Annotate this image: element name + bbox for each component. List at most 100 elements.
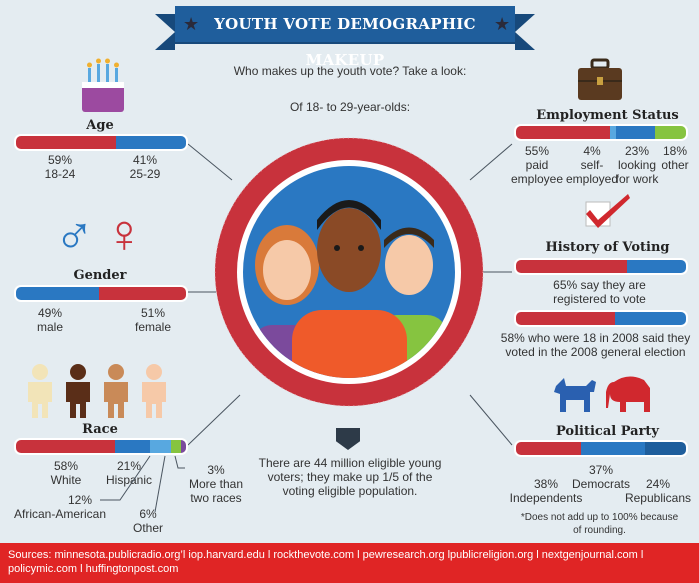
center-text-1: There are 44 million eligible young bbox=[258, 456, 442, 470]
race-hisp-b: Hispanic bbox=[105, 473, 153, 487]
star-icon: ★ bbox=[183, 14, 200, 34]
party-ind: 38% bbox=[533, 477, 559, 491]
bar-party-segment-0 bbox=[516, 442, 582, 455]
banner-tail-right bbox=[515, 14, 535, 50]
donkey-icon bbox=[554, 378, 596, 412]
race-more-b1: More than bbox=[188, 477, 244, 491]
employment-title: Employment Status bbox=[536, 108, 679, 123]
history-bar-1 bbox=[514, 258, 688, 275]
race-white: 58% bbox=[53, 459, 79, 473]
gender-bar bbox=[14, 285, 188, 302]
gender-label-1b: male bbox=[36, 320, 63, 334]
hist-text-1a: 65% say they are bbox=[553, 278, 646, 292]
race-aa-b: African-American bbox=[14, 507, 107, 521]
bar-race-segment-3 bbox=[170, 440, 181, 453]
history-title: History of Voting bbox=[545, 240, 670, 255]
race-white-b: White bbox=[50, 473, 82, 487]
bar-age-segment-0 bbox=[16, 136, 117, 149]
employment-bar bbox=[514, 124, 688, 141]
cake-icon bbox=[82, 58, 124, 112]
connector-lines bbox=[187, 143, 513, 446]
party-rep: 24% bbox=[645, 477, 671, 491]
bar-hist2-segment-0 bbox=[516, 312, 615, 325]
age-label-1b: 18-24 bbox=[44, 167, 76, 181]
party-note-1: *Does not add up to 100% because bbox=[520, 512, 679, 523]
sources-line-1: Sources: minnesota.publicradio.org’l iop… bbox=[8, 549, 644, 561]
banner-tail-left bbox=[155, 14, 175, 50]
center-text-2: voters; they make up 1/5 of the bbox=[267, 470, 433, 484]
chevron-down-icon bbox=[336, 428, 360, 450]
party-dem: 37% bbox=[588, 463, 614, 477]
bar-emp-segment-0 bbox=[516, 126, 610, 139]
party-note-2: of rounding. bbox=[573, 525, 626, 536]
title-banner bbox=[175, 6, 515, 42]
elephant-icon bbox=[606, 376, 650, 412]
emp-paid-b2: employee bbox=[510, 172, 564, 186]
race-hisp: 21% bbox=[116, 459, 142, 473]
party-bar bbox=[514, 440, 688, 457]
race-title: Race bbox=[82, 422, 118, 437]
emp-look: 23% bbox=[624, 144, 650, 158]
gender-label-1: 49% bbox=[37, 306, 63, 320]
emp-paid: 55% bbox=[524, 144, 550, 158]
bar-gender-segment-0 bbox=[16, 287, 100, 300]
star-icon: ★ bbox=[494, 14, 511, 34]
subtitle: Who makes up the youth vote? Take a look… bbox=[233, 64, 467, 78]
bar-race-segment-2 bbox=[150, 440, 171, 453]
age-label-2: 41% bbox=[132, 153, 158, 167]
sources-line-2: policymic.com l huffingtonpost.com bbox=[8, 563, 179, 575]
race-leader-lines bbox=[100, 455, 185, 513]
emp-self-b1: self- bbox=[580, 158, 604, 172]
hist-text-2b: voted in the 2008 general election bbox=[505, 345, 686, 359]
age-label-2b: 25-29 bbox=[129, 167, 161, 181]
bar-race-segment-4 bbox=[180, 440, 186, 453]
age-label-1: 59% bbox=[47, 153, 73, 167]
emp-other: 18% bbox=[662, 144, 688, 158]
emp-look-b1: looking bbox=[617, 158, 657, 172]
subtitle-2: Of 18- to 29-year-olds: bbox=[289, 100, 411, 114]
history-bar-2 bbox=[514, 310, 688, 327]
race-aa: 12% bbox=[67, 493, 93, 507]
people-chain-icon bbox=[28, 364, 166, 418]
male-icon: ♂ bbox=[54, 204, 95, 264]
sources-footer: Sources: minnesota.publicradio.org’l iop… bbox=[0, 543, 699, 583]
gender-label-2: 51% bbox=[140, 306, 166, 320]
emp-paid-b1: paid bbox=[525, 158, 549, 172]
race-other: 6% bbox=[139, 507, 157, 521]
bar-gender-segment-1 bbox=[99, 287, 186, 300]
page-title: YOUTH VOTE DEMOGRAPHIC MAKEUP bbox=[214, 15, 476, 69]
age-title: Age bbox=[86, 118, 114, 133]
gender-title: Gender bbox=[73, 268, 127, 283]
checkmark-icon bbox=[585, 194, 630, 228]
bar-party-segment-2 bbox=[644, 442, 686, 455]
party-ind-b: Independents bbox=[509, 491, 583, 505]
emp-other-b: other bbox=[661, 158, 689, 172]
age-bar bbox=[14, 134, 188, 151]
center-circle bbox=[214, 137, 484, 407]
race-more: 3% bbox=[207, 463, 225, 477]
party-title: Political Party bbox=[556, 424, 659, 439]
center-text-3: voting eligible population. bbox=[282, 484, 418, 498]
bar-race-segment-1 bbox=[114, 440, 151, 453]
bar-party-segment-1 bbox=[581, 442, 645, 455]
bar-hist2-segment-1 bbox=[614, 312, 686, 325]
emp-self-b2: employed bbox=[565, 172, 619, 186]
race-bar bbox=[14, 438, 188, 455]
hist-text-1b: registered to vote bbox=[553, 292, 646, 306]
party-dem-b: Democrats bbox=[571, 477, 630, 491]
bar-hist1-segment-1 bbox=[626, 260, 686, 273]
emp-look-b2: for work bbox=[615, 172, 659, 186]
female-icon: ♀ bbox=[104, 204, 145, 264]
party-rep-b: Republicans bbox=[624, 491, 692, 505]
bar-hist1-segment-0 bbox=[516, 260, 627, 273]
gender-label-2b: female bbox=[134, 320, 172, 334]
bar-emp-segment-3 bbox=[655, 126, 686, 139]
bar-emp-segment-2 bbox=[616, 126, 656, 139]
bar-age-segment-1 bbox=[116, 136, 186, 149]
emp-self: 4% bbox=[583, 144, 601, 158]
bar-emp-segment-1 bbox=[609, 126, 617, 139]
hist-text-2a: 58% who were 18 in 2008 said they bbox=[500, 331, 691, 345]
briefcase-icon bbox=[578, 58, 622, 100]
bar-race-segment-0 bbox=[16, 440, 115, 453]
race-other-b: Other bbox=[132, 521, 163, 535]
